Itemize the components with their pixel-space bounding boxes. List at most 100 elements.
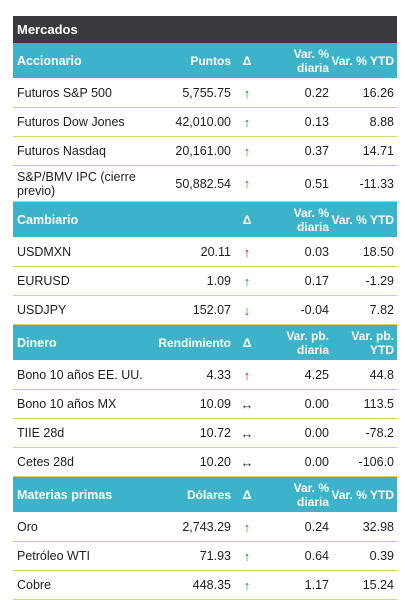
instrument-name: USDMXN <box>17 245 72 259</box>
table-row: Bono 10 años EE. UU. 4.33 ↑ 4.25 44.8 <box>13 361 397 390</box>
daily-change: 1.17 <box>304 578 329 592</box>
value-column-header: Puntos <box>190 53 231 68</box>
table-row: Futuros S&P 500 5,755.75 ↑ 0.22 16.26 <box>13 79 397 108</box>
daily-change: 0.00 <box>304 397 329 411</box>
instrument-value: 1.09 <box>206 274 231 288</box>
instrument-value: 20.11 <box>200 245 231 259</box>
change-indicator: ↑ <box>231 578 263 593</box>
delta-column-header: Δ <box>242 53 252 68</box>
daily-change: 4.25 <box>304 368 329 382</box>
arrow-up-icon: ↑ <box>243 367 251 383</box>
change-indicator: ↔ <box>231 397 263 412</box>
arrow-horizontal-icon: ↔ <box>240 454 254 470</box>
ytd-change: 18.50 <box>362 245 394 259</box>
instrument-name: USDJPY <box>17 303 67 317</box>
table-row: EURUSD 1.09 ↑ 0.17 -1.29 <box>13 267 397 296</box>
instrument-name: Oro <box>17 520 38 534</box>
instrument-value: 50,882.54 <box>175 176 231 191</box>
instrument-value: 10.20 <box>199 455 231 469</box>
ytd-change: -78.2 <box>365 426 395 440</box>
ytd-change: 32.98 <box>362 520 394 534</box>
delta-column-header: Δ <box>242 487 252 502</box>
table-row: Petróleo WTI 71.93 ↑ 0.64 0.39 <box>13 542 397 571</box>
instrument-value: 5,755.75 <box>182 86 231 100</box>
change-indicator: ↓ <box>231 303 263 318</box>
ytd-change: 14.71 <box>362 144 394 158</box>
section-header: Materias primas Dólares Δ Var. % diaria Var.… <box>13 477 397 513</box>
arrow-horizontal-icon: ↔ <box>240 425 254 441</box>
instrument-value: 71.93 <box>199 549 231 563</box>
change-indicator: ↑ <box>231 245 263 260</box>
ytd-column-header: Var. % YTD <box>331 212 394 227</box>
change-indicator: ↑ <box>231 274 263 289</box>
delta-column-header: Δ <box>242 212 252 227</box>
ytd-change: 0.39 <box>369 549 394 563</box>
ytd-change: 7.82 <box>369 303 394 317</box>
daily-change: 0.37 <box>304 144 329 158</box>
instrument-value: 42,010.00 <box>175 115 231 129</box>
instrument-name: Bono 10 años EE. UU. <box>17 368 143 382</box>
daily-column-header: Var. % diaria <box>293 46 329 75</box>
daily-change: 0.17 <box>304 274 329 288</box>
table-title: Mercados <box>13 16 397 43</box>
instrument-name: Futuros Dow Jones <box>17 115 125 129</box>
daily-change: 0.51 <box>304 176 329 191</box>
change-indicator: ↑ <box>231 144 263 159</box>
delta-column-header: Δ <box>242 335 252 350</box>
instrument-value: 448.35 <box>192 578 231 592</box>
daily-change: 0.24 <box>304 520 329 534</box>
arrow-up-icon: ↑ <box>243 114 251 130</box>
table-row: Cobre 448.35 ↑ 1.17 15.24 <box>13 571 397 600</box>
markets-table: Mercados Accionario Puntos Δ Var. % diaria V… <box>13 16 397 600</box>
change-indicator: ↑ <box>231 368 263 383</box>
instrument-name: Petróleo WTI <box>17 549 90 563</box>
change-indicator: ↑ <box>231 176 263 191</box>
change-indicator: ↑ <box>231 86 263 101</box>
instrument-name: Futuros Nasdaq <box>17 144 106 158</box>
arrow-up-icon: ↑ <box>243 244 251 260</box>
arrow-up-icon: ↑ <box>243 85 251 101</box>
ytd-change: -11.33 <box>359 176 394 191</box>
daily-change: 0.13 <box>304 115 329 129</box>
ytd-change: 113.5 <box>363 397 394 411</box>
ytd-change: 16.26 <box>362 86 394 100</box>
table-row: Bono 10 años MX 10.09 ↔ 0.00 113.5 <box>13 390 397 419</box>
table-row: USDMXN 20.11 ↑ 0.03 18.50 <box>13 238 397 267</box>
section-name: Dinero <box>17 335 57 350</box>
table-row: USDJPY 152.07 ↓ -0.04 7.82 <box>13 296 397 325</box>
table-row: Oro 2,743.29 ↑ 0.24 32.98 <box>13 513 397 542</box>
section-name: Cambiario <box>17 212 79 227</box>
arrow-up-icon: ↑ <box>243 548 251 564</box>
table-row: Futuros Nasdaq 20,161.00 ↑ 0.37 14.71 <box>13 137 397 166</box>
daily-column-header: Var. % diaria <box>293 205 329 234</box>
instrument-name: EURUSD <box>17 274 70 288</box>
instrument-value: 10.72 <box>199 426 231 440</box>
instrument-name: Bono 10 años MX <box>17 397 117 411</box>
change-indicator: ↑ <box>231 520 263 535</box>
ytd-change: 44.8 <box>369 368 394 382</box>
change-indicator: ↔ <box>231 455 263 470</box>
instrument-value: 4.33 <box>206 368 231 382</box>
change-indicator: ↑ <box>231 115 263 130</box>
daily-column-header: Var. % diaria <box>293 480 329 509</box>
instrument-name: S&P/BMV IPC (cierre previo) <box>17 169 136 198</box>
ytd-column-header: Var. % YTD <box>331 53 394 68</box>
table-row: Futuros Dow Jones 42,010.00 ↑ 0.13 8.88 <box>13 108 397 137</box>
daily-change: 0.00 <box>304 426 329 440</box>
table-row: Cetes 28d 10.20 ↔ 0.00 -106.0 <box>13 448 397 477</box>
section-name: Materias primas <box>17 487 113 502</box>
arrow-up-icon: ↑ <box>243 176 251 191</box>
instrument-name: Cetes 28d <box>17 455 74 469</box>
value-column-header: Rendimiento <box>158 335 231 350</box>
instrument-value: 10.09 <box>199 397 231 411</box>
daily-change: 0.64 <box>304 549 329 563</box>
arrow-up-icon: ↑ <box>243 273 251 289</box>
daily-change: 0.00 <box>304 455 329 469</box>
arrow-up-icon: ↑ <box>243 577 251 593</box>
instrument-name: TIIE 28d <box>17 426 65 440</box>
section-header: Cambiario Δ Var. % diaria Var. % YTD <box>13 202 397 238</box>
daily-change: 0.22 <box>304 86 329 100</box>
instrument-name: Cobre <box>17 578 52 592</box>
change-indicator: ↑ <box>231 549 263 564</box>
instrument-value: 20,161.00 <box>175 144 231 158</box>
